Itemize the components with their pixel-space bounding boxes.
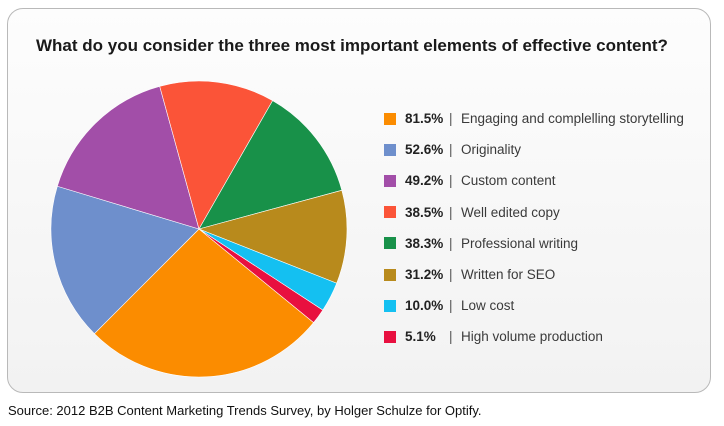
legend-label: Well edited copy bbox=[461, 204, 560, 220]
legend-item: 52.6% | Originality bbox=[384, 134, 714, 165]
legend-separator: | bbox=[449, 142, 453, 158]
pie-slice-written-for-seo bbox=[198, 189, 348, 284]
legend-item: 38.3% | Professional writing bbox=[384, 228, 714, 259]
legend-swatch bbox=[384, 330, 396, 343]
legend-label: Custom content bbox=[461, 173, 556, 189]
legend-label: Low cost bbox=[461, 298, 515, 314]
pie-slice-engaging-and-complelling-storytelling bbox=[93, 228, 315, 378]
legend-swatch bbox=[384, 143, 396, 156]
legend-value: 10.0% bbox=[405, 298, 444, 314]
legend-label: High volume production bbox=[461, 329, 603, 345]
legend-value: 81.5% bbox=[405, 111, 444, 127]
legend-value: 38.3% bbox=[405, 235, 444, 251]
legend-value: 38.5% bbox=[405, 204, 444, 220]
pie-slice-custom-content bbox=[56, 85, 200, 230]
legend-separator: | bbox=[449, 298, 453, 314]
legend-label: Written for SEO bbox=[461, 267, 556, 283]
legend-item: 10.0% | Low cost bbox=[384, 290, 714, 321]
legend-item: 5.1% | High volume production bbox=[384, 321, 714, 352]
legend-swatch bbox=[384, 268, 396, 281]
pie-slice-well-edited-copy bbox=[159, 80, 274, 230]
pie-slice-high-volume-production bbox=[198, 228, 324, 324]
legend-swatch bbox=[384, 206, 396, 219]
legend-value: 52.6% bbox=[405, 142, 444, 158]
legend-separator: | bbox=[449, 267, 453, 283]
legend-separator: | bbox=[449, 329, 453, 345]
pie-slice-originality bbox=[50, 185, 200, 335]
legend-item: 81.5% | Engaging and complelling storytell… bbox=[384, 103, 714, 134]
legend-separator: | bbox=[449, 111, 453, 127]
legend-value: 31.2% bbox=[405, 267, 444, 283]
chart-title: What do you consider the three most impo… bbox=[36, 36, 668, 55]
legend-swatch bbox=[384, 299, 396, 312]
pie-slice-professional-writing bbox=[198, 100, 343, 230]
legend-value: 49.2% bbox=[405, 173, 444, 189]
legend-separator: | bbox=[449, 173, 453, 189]
legend-swatch bbox=[384, 112, 396, 125]
legend-item: 38.5% | Well edited copy bbox=[384, 197, 714, 228]
legend-separator: | bbox=[449, 235, 453, 251]
legend-item: 49.2% | Custom content bbox=[384, 165, 714, 196]
chart-legend: 81.5% | Engaging and complelling storytell… bbox=[384, 103, 714, 353]
legend-swatch bbox=[384, 237, 396, 250]
legend-label: Engaging and complelling storytelling bbox=[461, 111, 684, 127]
source-note: Source: 2012 B2B Content Marketing Trend… bbox=[8, 403, 482, 418]
legend-value: 5.1% bbox=[405, 329, 436, 345]
legend-swatch bbox=[384, 174, 396, 187]
legend-label: Professional writing bbox=[461, 235, 579, 251]
legend-item: 31.2% | Written for SEO bbox=[384, 259, 714, 290]
legend-label: Originality bbox=[461, 142, 522, 158]
legend-separator: | bbox=[449, 204, 453, 220]
